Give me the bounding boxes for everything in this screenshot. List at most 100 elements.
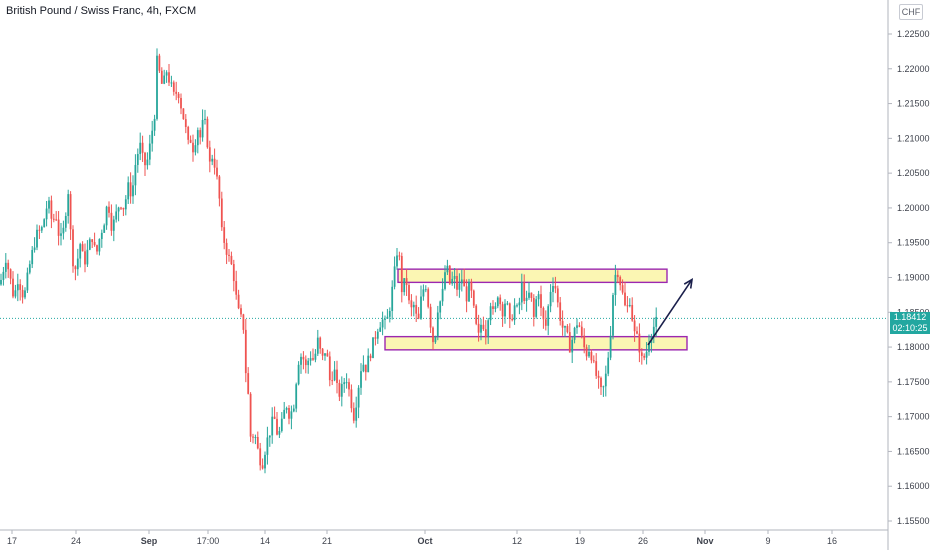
candle-body [108,206,110,213]
candle-body [64,215,67,228]
candle-body [96,245,98,252]
candle-body [228,254,230,256]
candle-body [412,304,415,308]
candles [0,48,658,474]
price-tick-label: 1.22000 [897,64,930,74]
candle-body [103,225,106,233]
candle-body [616,274,619,278]
candle-body [235,281,238,295]
candle-body [415,304,418,314]
candle-body [566,326,569,333]
candle-body [57,219,60,236]
candle-body [484,329,487,338]
candle-body [266,437,269,455]
candle-body [124,199,127,210]
candle-body [441,288,444,302]
arrow-line [647,279,693,346]
time-tick-label: Oct [417,536,432,546]
candle-body [391,286,394,312]
price-tick-label: 1.18500 [897,307,930,317]
candle-body [638,333,641,353]
candle-body [0,279,2,285]
price-tick-label: 1.17500 [897,377,930,387]
currency-button[interactable]: CHF [899,4,923,20]
candle-body [283,409,286,419]
candle-body [636,331,638,334]
candle-body [427,289,430,307]
candle-body [532,297,535,317]
candle-body [314,353,317,360]
candle-body [523,282,526,301]
candle-body [513,305,516,321]
candle-body [326,353,329,357]
candle-body [338,382,341,397]
candle-body [436,312,439,337]
time-tick-label: 16 [827,536,837,546]
candle-body [504,303,506,317]
candle-body [568,332,571,353]
zone-resistance [397,268,668,284]
candle-body [374,337,377,339]
candle-body [91,239,94,243]
candle-body [132,185,134,197]
trend-arrow[interactable] [647,278,694,346]
candle-body [261,465,264,469]
candle-body [76,258,79,270]
candle-body [559,302,562,321]
candle-body [446,265,449,273]
candle-body [398,255,401,257]
candle-body [237,294,240,309]
candle-body [528,292,530,298]
candle-body [597,375,600,378]
candle-body [211,158,214,162]
candle-body [14,290,17,297]
candle-body [525,297,528,301]
candle-body [312,358,314,360]
candle-body [278,431,281,435]
candle-body [148,143,151,160]
candle-body [201,119,204,138]
candle-body [12,278,14,297]
candle-body [158,55,161,71]
candle-body [112,219,115,231]
candle-body [583,335,586,348]
candle-body [196,130,199,146]
candle-body [348,382,350,390]
candle-body [633,320,636,332]
time-tick-label: 24 [71,536,81,546]
candle-body [403,278,406,293]
candle-body [295,384,298,409]
time-tick-label: 21 [322,536,332,546]
candle-body [177,93,180,98]
arrow-head [683,278,694,289]
candle-body [501,304,504,317]
candle-body [410,300,413,308]
candle-body [393,266,396,287]
candle-body [206,118,209,148]
candle-body [489,306,492,321]
candle-body [492,306,494,310]
candle-body [168,72,170,83]
candle-body [172,82,175,92]
candle-body [612,295,614,336]
candle-body [48,200,50,209]
candle-body [187,126,190,140]
candle-body [388,311,391,317]
candle-body [458,283,461,290]
candle-body [631,304,634,321]
candle-body [432,327,434,343]
candle-body [592,360,595,362]
time-axis[interactable]: 17 24 Sep 17:00 14 21 Oct 12 19 26 Nov 9 16 [7,530,837,546]
candle-body [564,326,566,328]
candle-body [184,119,187,127]
candle-body [292,408,295,412]
candle-body [81,244,84,252]
candle-body [204,118,206,120]
candle-body [31,249,34,265]
price-tick-label: 1.20500 [897,168,930,178]
price-axis[interactable]: 1.22500 1.22000 1.21500 1.21000 1.20500 1.200… [888,29,930,526]
candle-body [324,353,326,356]
time-tick-label: Sep [141,536,158,546]
